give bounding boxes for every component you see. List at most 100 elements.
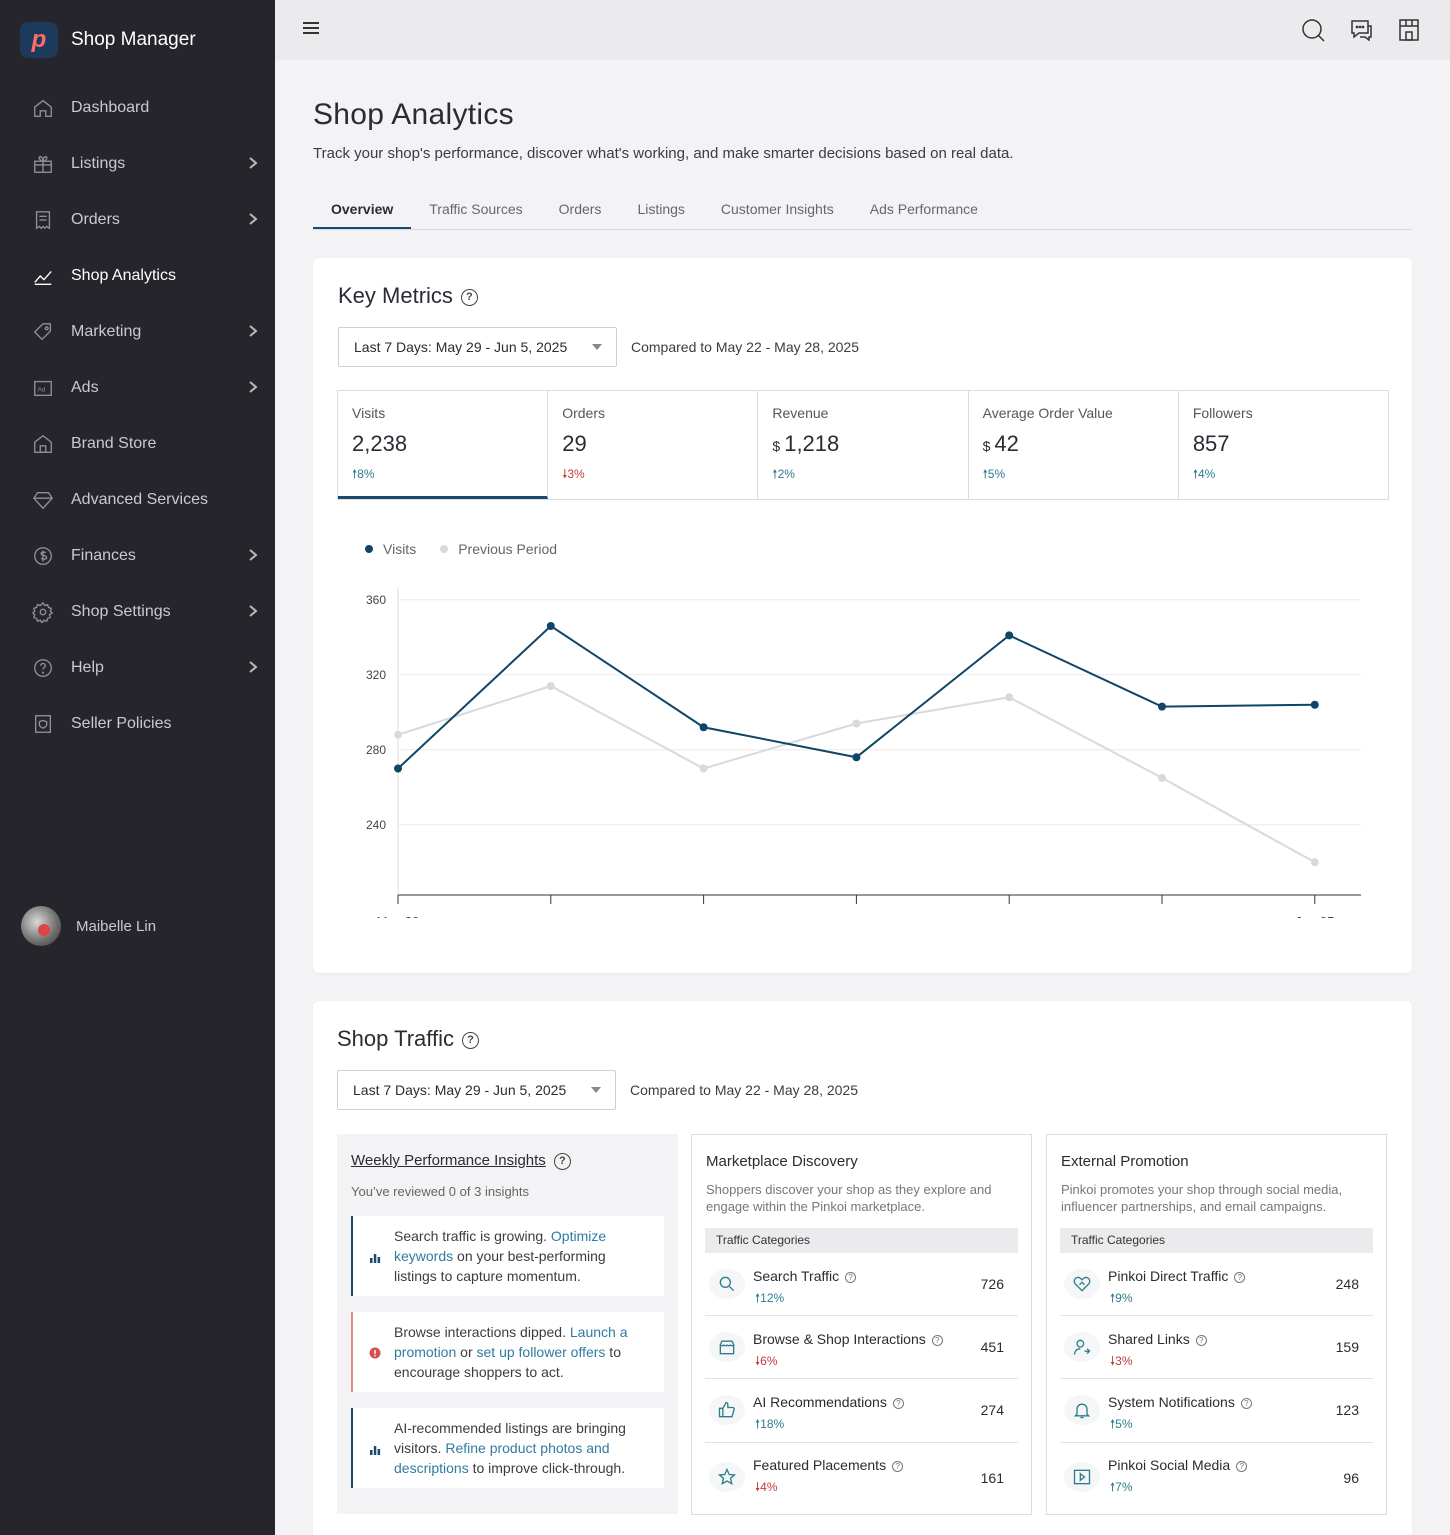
metric-card-orders[interactable]: Orders 29 🠗3% [548, 391, 759, 499]
data-point[interactable] [394, 730, 402, 739]
chat-icon[interactable] [1348, 17, 1374, 43]
insights-title[interactable]: Weekly Performance Insights? [351, 1152, 571, 1170]
traffic-row-featured-placements[interactable]: Featured Placements? 🠗4% 161 [705, 1442, 1018, 1514]
sidebar: p Shop Manager Dashboard Listings Orders Sh… [0, 0, 275, 1535]
dollar-icon [31, 544, 55, 568]
tab-orders[interactable]: Orders [558, 201, 602, 217]
sidebar-item-shop-settings[interactable]: Shop Settings [0, 584, 275, 640]
traffic-row-pinkoi-direct-traffic[interactable]: Pinkoi Direct Traffic? 🠕9% 248 [1060, 1253, 1373, 1316]
metric-card-revenue[interactable]: Revenue $1,218 🠕2% [758, 391, 969, 499]
chevron-right-icon [247, 660, 259, 674]
metric-card-average-order-value[interactable]: Average Order Value $42 🠕5% [969, 391, 1179, 499]
data-point[interactable] [1310, 858, 1319, 867]
data-point[interactable] [699, 723, 708, 732]
insight-text: to encourage shoppers to act. [394, 1344, 621, 1380]
traffic-value: 96 [1343, 1470, 1359, 1486]
avatar[interactable] [21, 906, 61, 946]
traffic-row-shared-links[interactable]: Shared Links? 🠗3% 159 [1060, 1316, 1373, 1379]
thumbs-up-icon [709, 1395, 745, 1425]
insight-card[interactable]: AI-recommended listings are bringing vis… [351, 1408, 664, 1488]
insight-link[interactable]: set up follower offers [476, 1344, 606, 1360]
help-icon[interactable]: ? [1234, 1272, 1246, 1283]
traffic-row-pinkoi-social-media[interactable]: Pinkoi Social Media? 🠕7% 96 [1060, 1442, 1373, 1514]
sidebar-item-marketing[interactable]: Marketing [0, 304, 275, 360]
shop-icon [709, 1332, 745, 1362]
key-metrics-compare-text: Compared to May 22 - May 28, 2025 [631, 339, 860, 355]
help-icon[interactable]: ? [1236, 1461, 1248, 1472]
sidebar-item-finances[interactable]: Finances [0, 528, 275, 584]
tab-traffic-sources[interactable]: Traffic Sources [429, 201, 523, 217]
metric-card-visits[interactable]: Visits 2,238 🠕8% [338, 391, 549, 499]
insight-accent-bar [351, 1312, 353, 1392]
shop-traffic-date-range-select[interactable]: Last 7 Days: May 29 - Jun 5, 2025 [337, 1070, 616, 1110]
help-icon[interactable]: ? [892, 1461, 904, 1472]
sidebar-item-dashboard[interactable]: Dashboard [0, 80, 275, 136]
help-icon[interactable]: ? [892, 1398, 904, 1409]
search-icon[interactable] [1300, 17, 1326, 43]
sidebar-item-ads[interactable]: Ad Ads [0, 360, 275, 416]
store-icon[interactable] [1396, 17, 1422, 43]
arrow-up-icon: 🠕 [1110, 1291, 1116, 1305]
insight-card[interactable]: Search traffic is growing. Optimize keyw… [351, 1216, 664, 1296]
sidebar-item-shop-analytics[interactable]: Shop Analytics [0, 248, 275, 304]
sidebar-item-help[interactable]: Help [0, 640, 275, 696]
data-point[interactable] [852, 753, 861, 762]
help-icon[interactable]: ? [462, 1031, 479, 1049]
user-profile[interactable]: Maibelle Lin [21, 906, 156, 946]
sidebar-item-advanced-services[interactable]: Advanced Services [0, 472, 275, 528]
data-point[interactable] [1005, 631, 1014, 640]
y-tick-label: 320 [366, 668, 386, 682]
metric-label: Followers [1192, 405, 1253, 421]
traffic-category-name: Pinkoi Direct Traffic? [1108, 1268, 1246, 1284]
help-icon[interactable]: ? [553, 1152, 571, 1170]
tab-ads-performance[interactable]: Ads Performance [869, 201, 978, 217]
help-icon[interactable]: ? [931, 1335, 943, 1346]
insight-link[interactable]: Launch a promotion [394, 1324, 628, 1360]
data-point[interactable] [546, 622, 555, 630]
legend-visits[interactable]: Visits [365, 541, 416, 557]
data-point[interactable] [1005, 693, 1014, 702]
tab-listings[interactable]: Listings [637, 201, 685, 217]
help-icon[interactable]: ? [845, 1272, 857, 1283]
insight-link[interactable]: Refine product photos and descriptions [394, 1440, 610, 1476]
data-point[interactable] [1310, 700, 1319, 709]
sidebar-item-label: Finances [71, 547, 136, 564]
insight-text: Browse interactions dipped. [394, 1324, 570, 1340]
sidebar-item-listings[interactable]: Listings [0, 136, 275, 192]
user-share-icon [1064, 1332, 1100, 1362]
data-point[interactable] [1158, 773, 1166, 782]
data-point[interactable] [394, 764, 402, 773]
insight-link[interactable]: Optimize keywords [394, 1228, 607, 1264]
user-name: Maibelle Lin [76, 917, 157, 935]
traffic-row-search-traffic[interactable]: Search Traffic? 🠕12% 726 [705, 1253, 1018, 1316]
legend-previous-period[interactable]: Previous Period [440, 541, 557, 557]
insight-card[interactable]: Browse interactions dipped. Launch a pro… [351, 1312, 664, 1392]
help-icon[interactable]: ? [1195, 1335, 1207, 1346]
metric-card-followers[interactable]: Followers 857 🠕4% [1179, 391, 1388, 499]
brand[interactable]: p Shop Manager [20, 22, 196, 58]
help-icon[interactable]: ? [460, 288, 478, 306]
help-icon[interactable]: ? [1240, 1398, 1252, 1409]
metric-value: 29 [562, 431, 743, 457]
traffic-row-browse-shop-interactions[interactable]: Browse & Shop Interactions? 🠗6% 451 [705, 1316, 1018, 1379]
data-point[interactable] [699, 764, 708, 773]
data-point[interactable] [852, 719, 861, 728]
sidebar-item-label: Brand Store [71, 435, 157, 452]
key-metrics-date-range-select[interactable]: Last 7 Days: May 29 - Jun 5, 2025 [338, 327, 617, 367]
tab-customer-insights[interactable]: Customer Insights [720, 201, 834, 217]
traffic-row-system-notifications[interactable]: System Notifications? 🠕5% 123 [1060, 1379, 1373, 1443]
data-point[interactable] [546, 682, 555, 690]
traffic-row-ai-recommendations[interactable]: AI Recommendations? 🠕18% 274 [705, 1379, 1018, 1443]
page-title: Shop Analytics [313, 98, 514, 131]
sidebar-item-label: Marketing [71, 323, 142, 340]
arrow-down-icon: 🠗 [755, 1354, 761, 1368]
hamburger-menu-icon[interactable] [303, 22, 319, 36]
arrow-up-icon: 🠕 [352, 467, 358, 481]
chevron-right-icon [247, 324, 259, 338]
sidebar-item-seller-policies[interactable]: Seller Policies [0, 696, 275, 752]
sidebar-item-orders[interactable]: Orders [0, 192, 275, 248]
sidebar-item-brand-store[interactable]: Brand Store [0, 416, 275, 472]
pinkoi-logo-icon: p [20, 22, 58, 58]
tab-overview[interactable]: Overview [313, 190, 412, 229]
data-point[interactable] [1158, 702, 1166, 711]
